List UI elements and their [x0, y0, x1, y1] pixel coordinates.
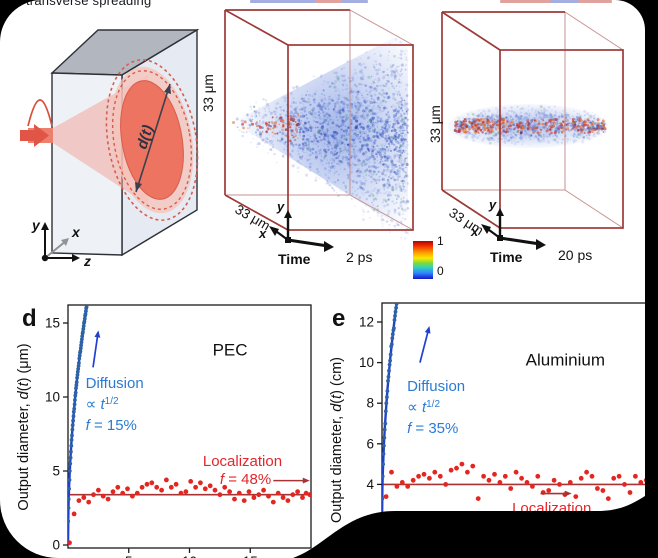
- svg-text:f = 48%: f = 48%: [220, 471, 271, 488]
- time-label-b: Time: [278, 251, 311, 267]
- panel-b-width-label: 33 μm: [233, 202, 273, 234]
- axes-triad-a: [41, 222, 80, 262]
- box-c-back-edges: [442, 11, 624, 229]
- axis-x-label-b: x: [258, 226, 267, 241]
- panel-letter: d: [22, 305, 37, 332]
- y-axis-ticks: 0 5 10 15: [45, 316, 68, 553]
- panel-e-chart: 2 4 6 8 10 12 e Output diameter, d(t) (cm) Alumi…: [330, 302, 645, 549]
- axes-triad-b: [269, 210, 334, 252]
- colorbar: [413, 241, 433, 279]
- annotations: Aluminium Diffusion ∝ t1/2 f = 35% Localizat…: [407, 326, 605, 517]
- diameter-arrow: [135, 83, 171, 193]
- svg-text:15: 15: [45, 316, 60, 331]
- svg-text:∝ t1/2: ∝ t1/2: [407, 399, 440, 417]
- axis-x-label-c: x: [470, 224, 479, 239]
- axis-y-label-c: y: [488, 197, 497, 212]
- panel-b-title-cutoff: [250, 0, 368, 3]
- svg-text:f = 35%: f = 35%: [407, 420, 458, 437]
- box-c-edges: [441, 11, 624, 229]
- material-label: PEC: [213, 341, 248, 360]
- time-label-c: Time: [490, 249, 523, 265]
- colorbar-min-label: 0: [437, 264, 444, 278]
- svg-text:∝ t1/2: ∝ t1/2: [86, 396, 119, 414]
- axis-y-label-a: y: [31, 217, 41, 233]
- box-b-back-edges: [225, 9, 414, 231]
- svg-text:Localization: Localization: [203, 453, 282, 470]
- svg-text:5: 5: [125, 554, 133, 558]
- panel-b-height-label: 33 μm: [201, 74, 216, 112]
- time-value-c: 20 ps: [558, 247, 592, 263]
- spot-ring-outer: [105, 59, 199, 221]
- x-axis-ticks: 5 10 15: [125, 548, 258, 558]
- spot-ring-inner: [111, 70, 193, 210]
- panel-a-schematic: d(t) y x z: [20, 28, 200, 269]
- svg-text:4: 4: [366, 477, 374, 492]
- localized-beam-cloud: [453, 105, 607, 146]
- svg-text:15: 15: [243, 554, 258, 558]
- pulse-waveform: [27, 99, 53, 127]
- y-axis-title: Output diameter, d(t) (μm): [16, 343, 32, 510]
- diffusion-points: [68, 305, 89, 524]
- d-of-t-label: d(t): [134, 123, 157, 151]
- panel-d-chart: 0 5 10 15 5 10 15 d Output diameter, d(t) (μm) PE…: [16, 304, 312, 558]
- panel-c-width-label: 33 μm: [446, 205, 486, 238]
- svg-text:5: 5: [52, 464, 60, 479]
- svg-text:f = 15%: f = 15%: [86, 417, 137, 434]
- localization-points: [68, 477, 311, 546]
- svg-text:2: 2: [366, 518, 374, 533]
- svg-text:6: 6: [366, 436, 374, 451]
- svg-text:Diffusion: Diffusion: [86, 375, 144, 392]
- svg-text:10: 10: [182, 554, 197, 558]
- localization-points: [383, 461, 645, 501]
- panel-c-title-cutoff: [500, 0, 612, 3]
- svg-text:Diffusion: Diffusion: [407, 378, 465, 395]
- panel-b-volume: 33 μm 33 μm y x Time 2 ps: [201, 9, 414, 267]
- axis-y-label-b: y: [276, 199, 285, 214]
- diffusion-points: [382, 303, 399, 501]
- svg-text:Localization: Localization: [512, 500, 591, 517]
- panel-letter: e: [332, 305, 345, 332]
- axis-z-label-a: z: [83, 253, 91, 269]
- colorbar-max-label: 1: [437, 234, 444, 248]
- box-b-edges: [224, 9, 414, 231]
- y-axis-ticks: 2 4 6 8 10 12: [359, 315, 382, 533]
- svg-text:10: 10: [45, 390, 60, 405]
- panel-c-height-label: 33 μm: [430, 105, 443, 143]
- input-arrow: [20, 124, 49, 147]
- axis-x-label-a: x: [71, 224, 81, 240]
- panel-c-volume: 33 μm 33 μm y x Time 20 ps: [430, 11, 624, 265]
- y-axis-title: Output diameter, d(t) (cm): [330, 357, 345, 523]
- diffusion-fit-line: [382, 303, 398, 526]
- svg-text:0: 0: [52, 538, 60, 553]
- axes-triad-c: [481, 208, 546, 250]
- svg-text:10: 10: [359, 355, 374, 370]
- panel-a-title: transverse spreading: [26, 0, 152, 8]
- time-value-b: 2 ps: [346, 249, 372, 265]
- material-label: Aluminium: [526, 351, 605, 370]
- svg-text:12: 12: [359, 315, 374, 330]
- plot-data: [68, 305, 311, 546]
- svg-text:8: 8: [366, 396, 374, 411]
